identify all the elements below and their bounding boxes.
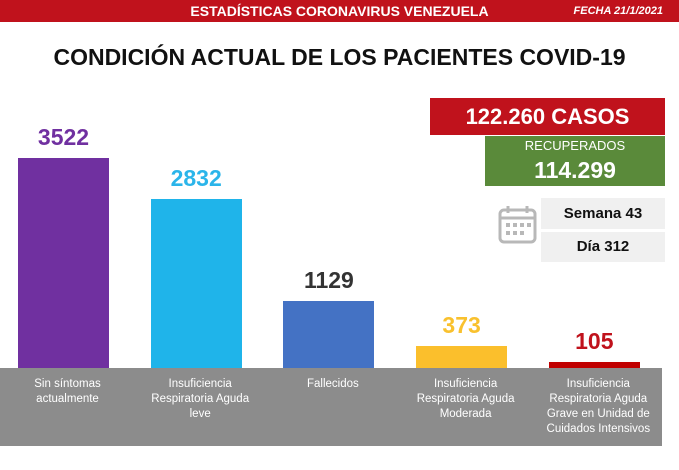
bar bbox=[18, 158, 109, 368]
bar bbox=[548, 361, 640, 368]
value-label: 105 bbox=[575, 327, 614, 354]
value-label: 1129 bbox=[303, 266, 354, 293]
bar bbox=[150, 199, 242, 368]
value-label: 3522 bbox=[37, 124, 90, 150]
cases-box: 122.260 CASOS bbox=[430, 98, 665, 135]
value-label: 2832 bbox=[170, 165, 222, 192]
chart-title: CONDICIÓN ACTUAL DE LOS PACIENTES COVID-… bbox=[53, 44, 626, 70]
category-label: Insuficiencia Respiratoria Aguda leve bbox=[151, 378, 250, 420]
category-label: Sin síntomas actualmente bbox=[34, 378, 101, 405]
bar bbox=[416, 345, 508, 368]
header-banner bbox=[0, 0, 679, 22]
header-title: ESTADÍSTICAS CORONAVIRUS VENEZUELA bbox=[190, 3, 489, 19]
recovered-box bbox=[485, 136, 665, 186]
header-date: FECHA 21/1/2021 bbox=[573, 5, 663, 17]
calendar-icon bbox=[498, 206, 537, 244]
value-label: 373 bbox=[442, 311, 481, 338]
bar bbox=[283, 300, 375, 368]
day-box: Día 312 bbox=[541, 232, 665, 262]
recovered-value: 114.299 bbox=[534, 157, 616, 183]
category-label: Insuficiencia Respiratoria Aguda Grave e… bbox=[546, 378, 651, 435]
category-band bbox=[0, 368, 662, 446]
recovered-label: RECUPERADOS bbox=[524, 138, 626, 153]
category-label: Fallecidos bbox=[307, 378, 359, 390]
week-box: Semana 43 bbox=[541, 198, 665, 229]
category-label: Insuficiencia Respiratoria Aguda Moderad… bbox=[416, 378, 515, 420]
